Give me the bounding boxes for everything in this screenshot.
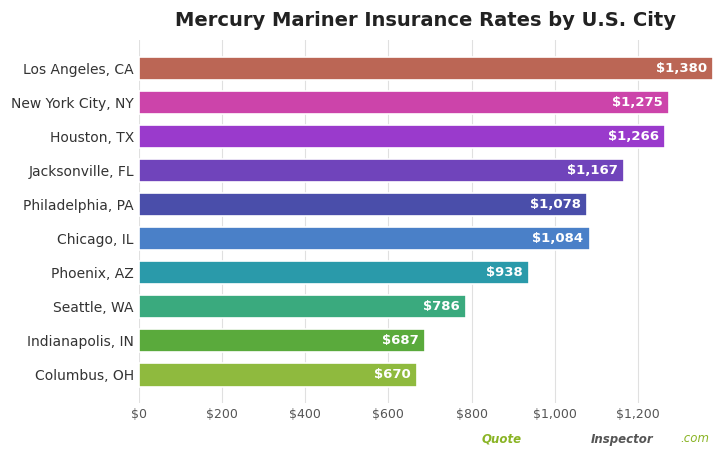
- Bar: [139, 57, 713, 80]
- Title: Mercury Mariner Insurance Rates by U.S. City: Mercury Mariner Insurance Rates by U.S. …: [175, 11, 676, 30]
- Text: $1,084: $1,084: [532, 232, 584, 245]
- Bar: [139, 227, 590, 250]
- Text: Quote: Quote: [481, 432, 521, 446]
- Text: .com: .com: [681, 432, 710, 446]
- Bar: [139, 295, 466, 318]
- Bar: [139, 90, 669, 114]
- Bar: [139, 193, 587, 216]
- Bar: [139, 125, 665, 148]
- Text: $670: $670: [374, 369, 411, 382]
- Text: $1,275: $1,275: [613, 96, 663, 109]
- Text: $786: $786: [423, 300, 460, 313]
- Bar: [139, 363, 418, 387]
- Bar: [139, 159, 624, 182]
- Text: Inspector: Inspector: [592, 432, 654, 446]
- Text: $1,380: $1,380: [655, 62, 707, 75]
- Bar: [139, 261, 529, 284]
- Text: $1,167: $1,167: [567, 164, 618, 177]
- Text: $687: $687: [382, 334, 418, 347]
- Text: $1,078: $1,078: [530, 198, 581, 211]
- Bar: [139, 329, 424, 352]
- Text: $938: $938: [486, 266, 523, 279]
- Text: $1,266: $1,266: [608, 130, 660, 143]
